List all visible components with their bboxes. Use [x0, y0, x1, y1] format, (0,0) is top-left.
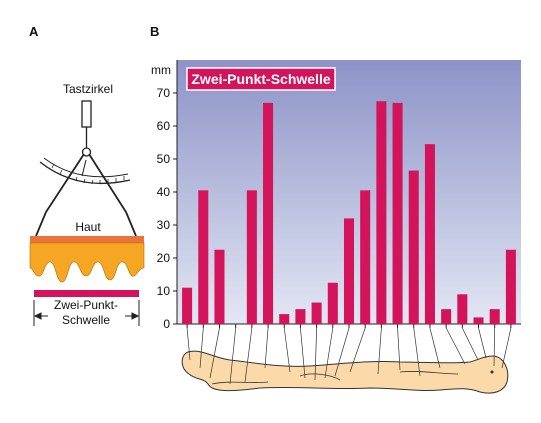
- bar: [214, 249, 225, 324]
- leader-line: [300, 327, 306, 379]
- bar: [246, 190, 257, 324]
- skin-illustration: [29, 236, 145, 297]
- leader-line: [283, 327, 291, 373]
- bar: [360, 190, 371, 324]
- leader-line: [264, 327, 269, 369]
- bar: [505, 249, 516, 324]
- y-tick-label: 0: [163, 317, 170, 331]
- y-tick-label: 20: [157, 251, 171, 265]
- human-body-illustration: [181, 350, 509, 394]
- bar: [327, 282, 338, 324]
- leader-line: [397, 327, 401, 371]
- panel-b-letter: B: [150, 24, 159, 39]
- leader-line: [209, 327, 220, 379]
- chart-title-badge: [186, 67, 336, 91]
- y-axis-unit: mm: [151, 63, 171, 77]
- bar: [279, 314, 290, 324]
- bar: [408, 170, 419, 324]
- y-tick-label: 30: [157, 218, 171, 232]
- caliper-label: Tastzirkel: [63, 82, 113, 96]
- leader-line: [229, 327, 237, 385]
- x-ticks: [186, 324, 512, 328]
- y-tick-label: 60: [157, 119, 171, 133]
- leader-line: [314, 327, 317, 381]
- bar: [263, 102, 274, 325]
- panel-a-letter: A: [29, 24, 39, 39]
- bar: [198, 190, 209, 324]
- y-tick-label: 10: [157, 284, 171, 298]
- bar: [473, 317, 484, 324]
- panel-b: B mm 0 10 20 30 40 50 60 70 Zwei-Punkt-Schwelle: [150, 24, 521, 394]
- bars: [182, 101, 516, 325]
- leader-line: [324, 327, 334, 379]
- y-tick-label: 50: [157, 152, 171, 166]
- threshold-label-line2: Schwelle: [62, 313, 110, 327]
- bar: [295, 309, 306, 324]
- y-ticks: 0 10 20 30 40 50 60 70: [157, 86, 177, 331]
- skin-label: Haut: [75, 220, 101, 234]
- threshold-arrow: [33, 300, 140, 326]
- bar: [392, 102, 403, 325]
- bar: [441, 309, 452, 324]
- bar: [457, 294, 468, 324]
- leader-line: [199, 327, 204, 369]
- leader-line: [334, 327, 350, 377]
- y-tick-label: 40: [157, 185, 171, 199]
- leader-line: [429, 327, 441, 369]
- leader-line: [413, 327, 421, 377]
- bar: [376, 101, 387, 324]
- bar: [424, 144, 435, 324]
- bar: [311, 302, 322, 324]
- leader-line: [186, 327, 191, 361]
- leader-line: [478, 327, 487, 359]
- chart-title: Zwei-Punkt-Schwelle: [191, 71, 330, 87]
- leader-line: [377, 327, 382, 375]
- leader-line: [349, 327, 366, 373]
- bar: [343, 218, 355, 324]
- bar: [182, 287, 193, 324]
- leader-line: [493, 327, 496, 367]
- bar: [489, 309, 500, 324]
- leader-lines: [186, 327, 512, 385]
- leader-line: [501, 327, 512, 369]
- panel-a: A Tastzirkel: [29, 24, 145, 327]
- threshold-label-line1: Zwei-Punkt-: [54, 298, 118, 312]
- leader-line: [462, 327, 479, 361]
- leader-line: [244, 327, 253, 383]
- caliper-illustration: [35, 100, 137, 237]
- y-tick-label: 70: [157, 86, 171, 100]
- leader-line: [445, 327, 466, 365]
